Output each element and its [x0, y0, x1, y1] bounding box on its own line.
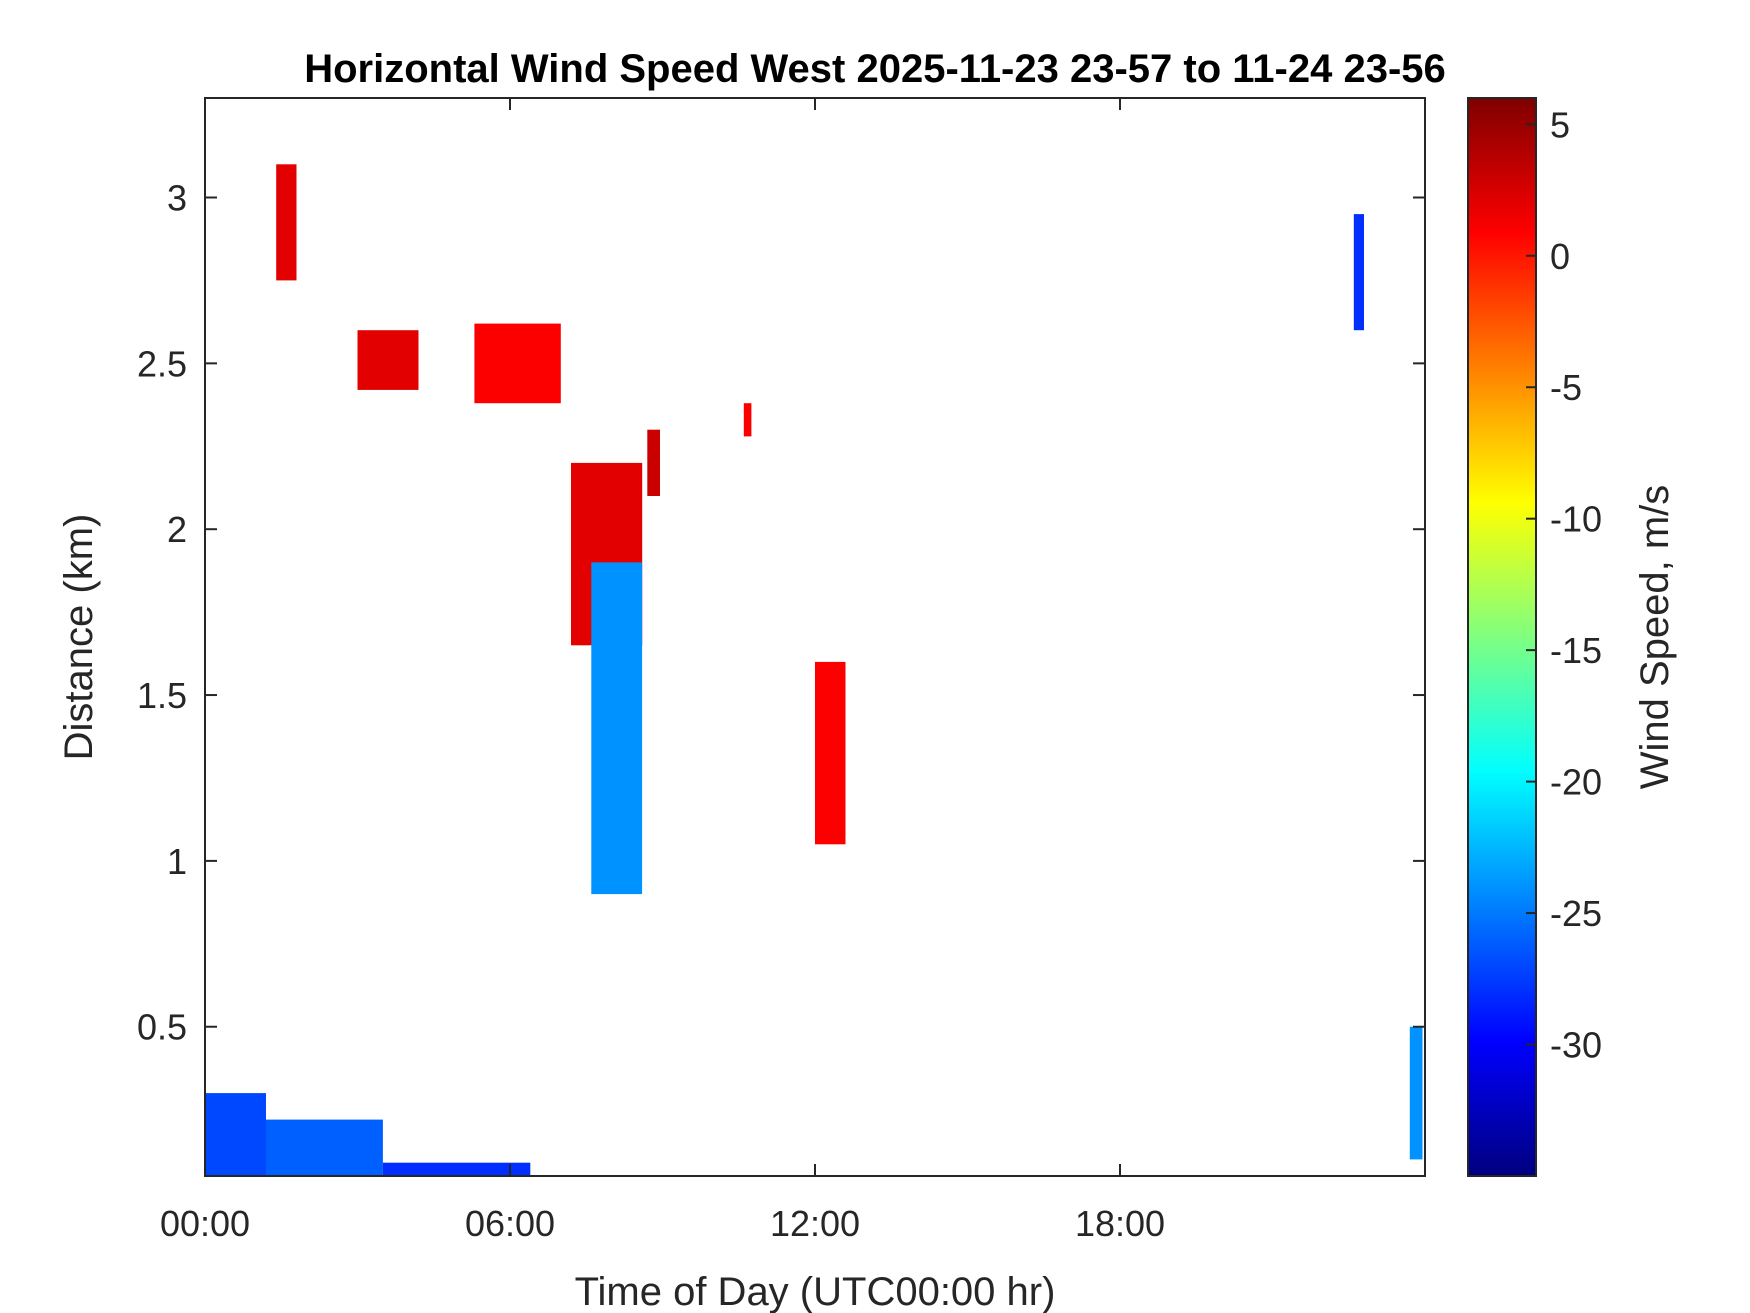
plot-area: 00:00 06:00 12:00 18:00 0.5 1 1.5 2 2.5 3	[137, 97, 1426, 1244]
x-axis-ticks: 00:00 06:00 12:00 18:00	[160, 98, 1165, 1244]
heatmap-cell	[474, 323, 561, 404]
heatmap-cell	[1409, 1026, 1423, 1160]
heatmap-cell	[382, 1162, 531, 1176]
heatmap-cells	[205, 164, 1423, 1176]
colorbar: 5 0 -5 -10 -15 -20 -25 -30 Wind Speed, m/s	[1467, 97, 1677, 1177]
heatmap-cell	[647, 429, 660, 496]
colorbar-tick-label: 5	[1550, 104, 1570, 145]
heatmap-cell	[205, 1093, 266, 1176]
x-axis-label: Time of Day (UTC00:00 hr)	[575, 1270, 1056, 1313]
colorbar-label: Wind Speed, m/s	[1633, 485, 1677, 790]
heatmap-cell	[1353, 214, 1364, 331]
heatmap-cell	[266, 1119, 383, 1176]
y-tick-label: 1.5	[137, 675, 187, 716]
y-tick-label: 0.5	[137, 1007, 187, 1048]
colorbar-tick-label: -20	[1550, 762, 1602, 803]
colorbar-tick-label: 0	[1550, 236, 1570, 277]
y-tick-label: 2.5	[137, 343, 187, 384]
heatmap-cell	[276, 164, 297, 281]
heatmap-cell	[357, 330, 419, 390]
colorbar-tick-label: -30	[1550, 1025, 1602, 1066]
y-axis-label: Distance (km)	[57, 514, 101, 761]
y-tick-label: 1	[167, 841, 187, 882]
colorbar-ticks: 5 0 -5 -10 -15 -20 -25 -30	[1526, 104, 1602, 1066]
chart-title: Horizontal Wind Speed West 2025-11-23 23…	[304, 47, 1446, 91]
colorbar-gradient	[1467, 97, 1537, 1177]
colorbar-tick-label: -15	[1550, 630, 1602, 671]
x-tick-label: 00:00	[160, 1203, 250, 1244]
x-tick-label: 12:00	[770, 1203, 860, 1244]
colorbar-tick-label: -25	[1550, 893, 1602, 934]
heatmap-cell	[815, 661, 846, 845]
y-tick-label: 2	[167, 509, 187, 550]
x-tick-label: 18:00	[1075, 1203, 1165, 1244]
heatmap-cell	[591, 562, 643, 895]
colorbar-tick-label: -10	[1550, 499, 1602, 540]
heatmap-cell	[743, 403, 752, 437]
y-tick-label: 3	[167, 178, 187, 219]
colorbar-tick-label: -5	[1550, 367, 1582, 408]
plot-background	[205, 98, 1425, 1176]
y-axis-ticks: 0.5 1 1.5 2 2.5 3	[137, 178, 1425, 1048]
x-tick-label: 06:00	[465, 1203, 555, 1244]
